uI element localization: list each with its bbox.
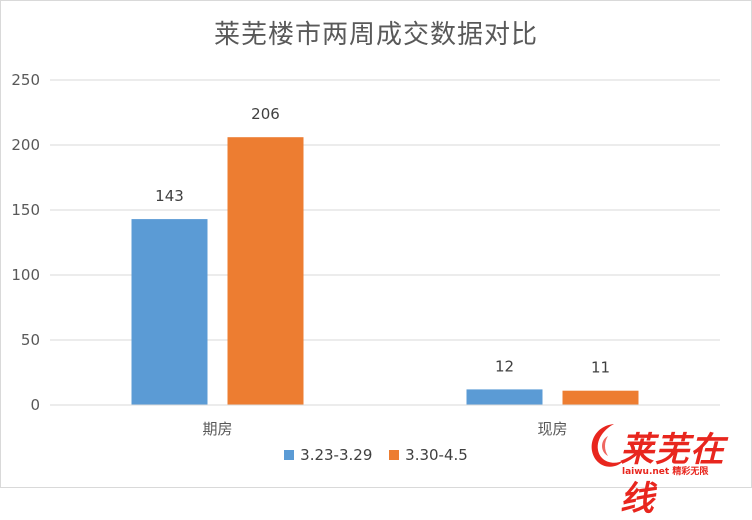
swirl-logo-icon	[591, 424, 624, 467]
legend-item-series-2: 3.30-4.5	[389, 446, 468, 464]
chart-title: 莱芜楼市两周成交数据对比	[213, 20, 538, 50]
bar-2-series-2	[562, 390, 639, 405]
legend-swatch-series-2	[389, 450, 400, 460]
legend-swatch-series-1	[284, 450, 295, 460]
data-label-1-series-2: 206	[251, 105, 280, 123]
y-tick-label-0: 0	[30, 396, 40, 414]
y-tick-label-50: 50	[21, 331, 40, 349]
x-tick-label-1: 期房	[202, 420, 232, 438]
data-label-1-series-1: 143	[155, 187, 184, 205]
bar-2-series-1	[466, 389, 543, 405]
bar-1-series-1	[131, 219, 208, 405]
bar-1-series-2	[227, 137, 304, 405]
y-tick-label-200: 200	[11, 136, 40, 154]
legend: 3.23-3.29 3.30-4.5	[0, 446, 752, 464]
legend-label-series-2: 3.30-4.5	[405, 446, 468, 464]
legend-label-series-1: 3.23-3.29	[300, 446, 373, 464]
y-tick-label-250: 250	[11, 71, 40, 89]
watermark-slogan: 精彩无限	[672, 467, 709, 477]
y-tick-label-100: 100	[11, 266, 40, 284]
data-label-2-series-2: 11	[591, 359, 610, 377]
chart-frame	[0, 0, 752, 488]
x-tick-label-2: 现房	[537, 420, 567, 438]
watermark-subtext: laiwu.net 精彩无限	[622, 464, 708, 477]
bar-chart: 0 50 100 150 200 250 143 206 期房 12 11 现房	[11, 71, 720, 438]
watermark-logo: 莱芜在线 laiwu.net 精彩无限	[582, 414, 750, 519]
legend-item-series-1: 3.23-3.29	[284, 446, 372, 464]
y-tick-label-150: 150	[11, 201, 40, 219]
data-label-2-series-1: 12	[495, 357, 514, 375]
watermark-url: laiwu.net	[622, 467, 670, 477]
